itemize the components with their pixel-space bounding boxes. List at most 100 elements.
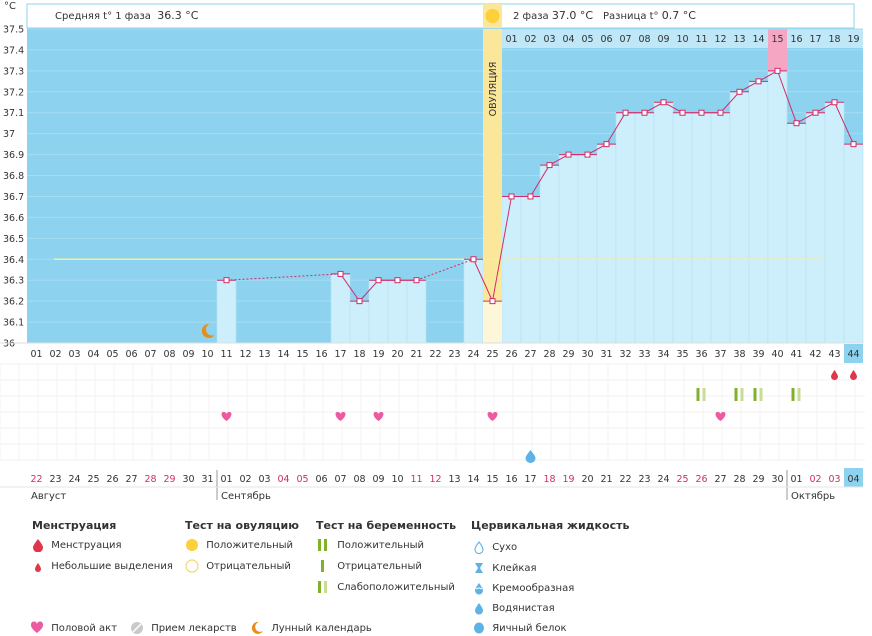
temperature-point [755, 78, 762, 85]
calendar-date-label: 28 [144, 474, 156, 485]
temperature-point [698, 109, 705, 116]
cycle-day-label: 12 [239, 349, 251, 360]
calendar-date-label: 24 [68, 474, 80, 485]
calendar-date-label: 30 [771, 474, 783, 485]
heart-icon [715, 411, 726, 421]
pregnancy-test-positive-bar [791, 388, 795, 401]
cycle-day-label: 20 [391, 349, 403, 360]
cycle-day-label: 01 [30, 349, 42, 360]
calendar-date-label: 05 [296, 474, 308, 485]
cycle-day-label: 37 [714, 349, 726, 360]
phase2-day-label: 06 [600, 34, 612, 45]
temperature-point [793, 120, 800, 127]
y-tick-label: 36.9 [3, 150, 24, 161]
phase2-day-label: 17 [809, 34, 821, 45]
calendar-date-label: 07 [334, 474, 346, 485]
temperature-point [812, 109, 819, 116]
y-tick-label: 37.1 [3, 108, 24, 119]
temperature-line-segment [644, 101, 664, 114]
pill-icon [131, 622, 143, 634]
cycle-day-label: 43 [828, 349, 840, 360]
temperature-point [584, 151, 591, 158]
phase2-day-label: 08 [638, 34, 650, 45]
calendar-date-label: 04 [847, 474, 859, 485]
temperature-point [223, 277, 230, 284]
temperature-line-segment [777, 70, 797, 124]
calendar-date-label: 08 [353, 474, 365, 485]
cycle-day-label: 15 [296, 349, 308, 360]
calendar-date-label: 09 [372, 474, 384, 485]
temperature-point [736, 88, 743, 95]
cycle-day-label: 03 [68, 349, 80, 360]
temperature-line-segment [663, 101, 683, 114]
header-band [26, 3, 855, 29]
legend-ovulation-negative: Отрицательный [185, 559, 291, 573]
legend-cervical-watery: Водянистая [473, 601, 555, 615]
sun-positive-icon [186, 539, 198, 551]
temperature-bar [653, 101, 674, 344]
ovulation-column [483, 29, 502, 343]
calendar-date-label: 15 [486, 474, 498, 485]
y-tick-label: 36.7 [3, 192, 24, 203]
moon-icon [251, 621, 263, 634]
temperature-bar [577, 154, 598, 344]
calendar-date-label: 26 [106, 474, 118, 485]
temperature-point [660, 99, 667, 106]
phase2-day-label: 11 [695, 34, 707, 45]
phase1-summary: Средняя t° 1 фаза 36.3 °C [55, 9, 199, 22]
phase2-day-label: 09 [657, 34, 669, 45]
cycle-day-label: 10 [201, 349, 213, 360]
legend-pregnancy-negative: Отрицательный [316, 559, 422, 573]
phase2-day-label: 04 [562, 34, 574, 45]
cycle-day-label: 08 [163, 349, 175, 360]
pregnancy-test-weak-bar [759, 388, 763, 401]
calendar-date-label: 19 [562, 474, 574, 485]
cycle-day-label: 29 [562, 349, 574, 360]
cycle-day-label: 31 [600, 349, 612, 360]
calendar-date-label: 01 [790, 474, 802, 485]
calendar-date-label: 30 [182, 474, 194, 485]
temperature-bar [615, 112, 636, 344]
temperature-bar [805, 112, 826, 344]
legend-cervical: Цервикальная жидкость [471, 519, 629, 532]
temperature-point [394, 277, 401, 284]
pregnancy-test-positive-bar [734, 388, 738, 401]
y-tick-label: 37.3 [3, 66, 24, 77]
calendar-date-label: 29 [163, 474, 175, 485]
bbt-chart: 01 02 03 04 05 06 07 08 09 10 11 12 13 14 15 16 17 18 19 37… [0, 1, 865, 502]
temperature-line-segment [530, 164, 550, 197]
calendar-date-label: 11 [410, 474, 422, 485]
calendar-date-label: 03 [828, 474, 840, 485]
legend-ovulation-positive: Положительный [185, 538, 293, 552]
y-unit-label: °C [4, 1, 16, 12]
pregnancy-test-weak-bar [740, 388, 744, 401]
temperature-point [337, 270, 344, 277]
temperature-point [527, 193, 534, 200]
moon-icon [201, 323, 215, 338]
calendar-date-label: 29 [752, 474, 764, 485]
calendar-date-label: 20 [581, 474, 593, 485]
cycle-day-label: 14 [277, 349, 289, 360]
calendar-date-label: 02 [239, 474, 251, 485]
temperature-line-segment [815, 101, 835, 114]
temperature-line-segment [549, 154, 569, 166]
red-drop-icon [33, 539, 43, 553]
temperature-line-segment [492, 196, 512, 302]
circle-negative-icon [185, 559, 199, 573]
creamy-drop-icon [475, 583, 483, 595]
dry-drop-icon [474, 541, 484, 555]
calendar-date-label: 03 [258, 474, 270, 485]
legend-cervical-creamy: Кремообразная [473, 581, 574, 595]
temperature-bar [691, 112, 712, 344]
cycle-day-label: 13 [258, 349, 270, 360]
month-label: Август [31, 491, 66, 502]
temperature-point [565, 151, 572, 158]
temperature-bar [349, 300, 370, 344]
phase2-day-label: 18 [828, 34, 840, 45]
heart-icon [335, 411, 346, 421]
cycle-day-label: 22 [429, 349, 441, 360]
cycle-day-label: 35 [676, 349, 688, 360]
phase2-day-label: 10 [676, 34, 688, 45]
phase2-day-label: 16 [790, 34, 802, 45]
y-tick-label: 36.6 [3, 213, 24, 224]
